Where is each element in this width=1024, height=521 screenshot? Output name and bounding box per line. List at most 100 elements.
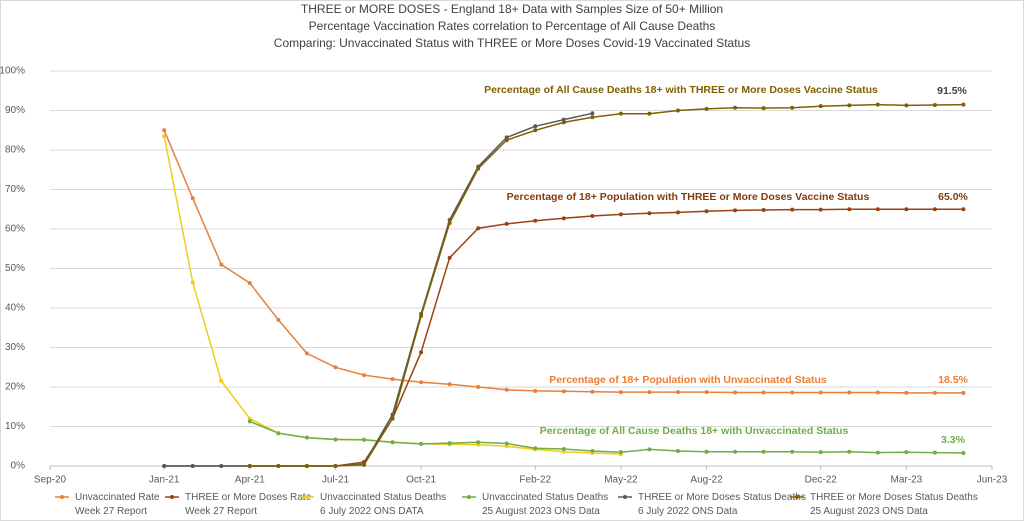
y-tick-label: 100% <box>0 66 25 77</box>
data-point <box>333 365 338 370</box>
data-point <box>304 464 309 468</box>
data-point <box>818 207 823 212</box>
data-point <box>190 464 195 468</box>
y-tick-label: 0% <box>11 461 26 472</box>
data-point <box>847 207 852 212</box>
data-point <box>247 464 252 468</box>
data-point <box>647 390 652 395</box>
data-point <box>533 128 538 133</box>
data-point <box>561 117 566 122</box>
data-point <box>504 135 509 140</box>
data-point <box>961 102 966 107</box>
data-point <box>676 210 680 215</box>
data-point <box>875 207 880 212</box>
data-point <box>504 441 509 446</box>
data-point <box>790 390 795 395</box>
data-point <box>247 281 252 286</box>
annotation: 3.3% <box>941 434 966 446</box>
y-tick-label: 60% <box>5 224 25 235</box>
data-point <box>590 213 595 218</box>
data-point <box>761 106 766 111</box>
x-tick-label: Sep-20 <box>34 475 67 486</box>
data-point <box>276 317 281 322</box>
data-point <box>333 464 338 468</box>
data-point <box>276 464 281 468</box>
data-point <box>533 124 538 129</box>
data-point <box>162 128 167 133</box>
x-tick-label: Apr-21 <box>235 475 265 486</box>
x-tick-label: Oct-21 <box>406 475 436 486</box>
data-point <box>219 464 224 468</box>
data-point <box>904 207 909 212</box>
legend-marker <box>623 495 627 499</box>
legend-marker <box>467 495 471 499</box>
data-point <box>847 449 852 454</box>
series-line <box>249 420 964 454</box>
data-point <box>362 437 366 442</box>
data-point <box>647 211 652 216</box>
data-point <box>904 450 909 455</box>
y-tick-label: 10% <box>5 421 25 432</box>
legend-marker <box>170 495 174 499</box>
data-point <box>504 138 509 143</box>
x-tick-label: Dec-22 <box>805 475 838 486</box>
data-point <box>276 431 281 436</box>
data-point <box>533 388 538 393</box>
legend-label: Unvaccinated Status Deaths 6 July 2022 ON… <box>320 492 446 517</box>
data-point <box>704 106 709 111</box>
annotation: Percentage of All Cause Deaths 18+ with … <box>484 84 878 96</box>
data-point <box>676 108 680 113</box>
legend-label: Unvaccinated Status Deaths 25 August 2023… <box>482 492 608 517</box>
data-point <box>590 448 595 453</box>
data-point <box>904 390 909 395</box>
data-point <box>504 221 509 226</box>
data-point <box>676 448 680 453</box>
x-tick-label: May-22 <box>604 475 638 486</box>
data-point <box>875 102 880 107</box>
data-point <box>818 104 823 109</box>
data-point <box>875 450 880 455</box>
y-tick-label: 50% <box>5 263 25 274</box>
data-point <box>390 440 395 445</box>
data-point <box>761 208 766 213</box>
data-point <box>504 444 509 449</box>
data-point <box>561 120 566 125</box>
y-tick-label: 90% <box>5 105 25 116</box>
data-point <box>304 435 309 440</box>
data-point <box>932 207 937 212</box>
annotation: 65.0% <box>938 191 968 203</box>
legend-label: Unvaccinated Rate Week 27 Report <box>75 492 160 517</box>
data-point <box>333 437 338 442</box>
x-tick-label: Jan-21 <box>149 475 180 486</box>
data-point <box>961 450 966 455</box>
data-point <box>533 446 538 451</box>
data-point <box>390 377 395 382</box>
data-point <box>818 450 823 455</box>
annotation: Percentage of 18+ Population with THREE … <box>507 191 870 203</box>
data-point <box>590 115 595 120</box>
data-point <box>875 390 880 395</box>
data-point <box>447 221 452 226</box>
data-point <box>618 212 623 217</box>
data-point <box>676 390 680 395</box>
data-point <box>847 103 852 108</box>
legend-label: THREE or More Doses Status Deaths 25 Augu… <box>810 492 978 517</box>
y-tick-label: 40% <box>5 303 25 314</box>
data-point <box>847 390 852 395</box>
data-point <box>647 447 652 452</box>
y-tick-label: 30% <box>5 342 25 353</box>
data-point <box>162 464 167 468</box>
data-point <box>618 390 623 395</box>
data-point <box>476 440 481 445</box>
data-point <box>704 449 709 454</box>
annotation: Percentage of 18+ Population with Unvacc… <box>549 374 827 386</box>
data-point <box>533 218 538 223</box>
data-point <box>476 226 481 231</box>
legend-label: THREE or More Doses Status Deaths 6 July … <box>638 492 806 517</box>
data-point <box>733 390 738 395</box>
data-point <box>932 450 937 455</box>
data-point <box>704 209 709 214</box>
data-point <box>561 216 566 221</box>
